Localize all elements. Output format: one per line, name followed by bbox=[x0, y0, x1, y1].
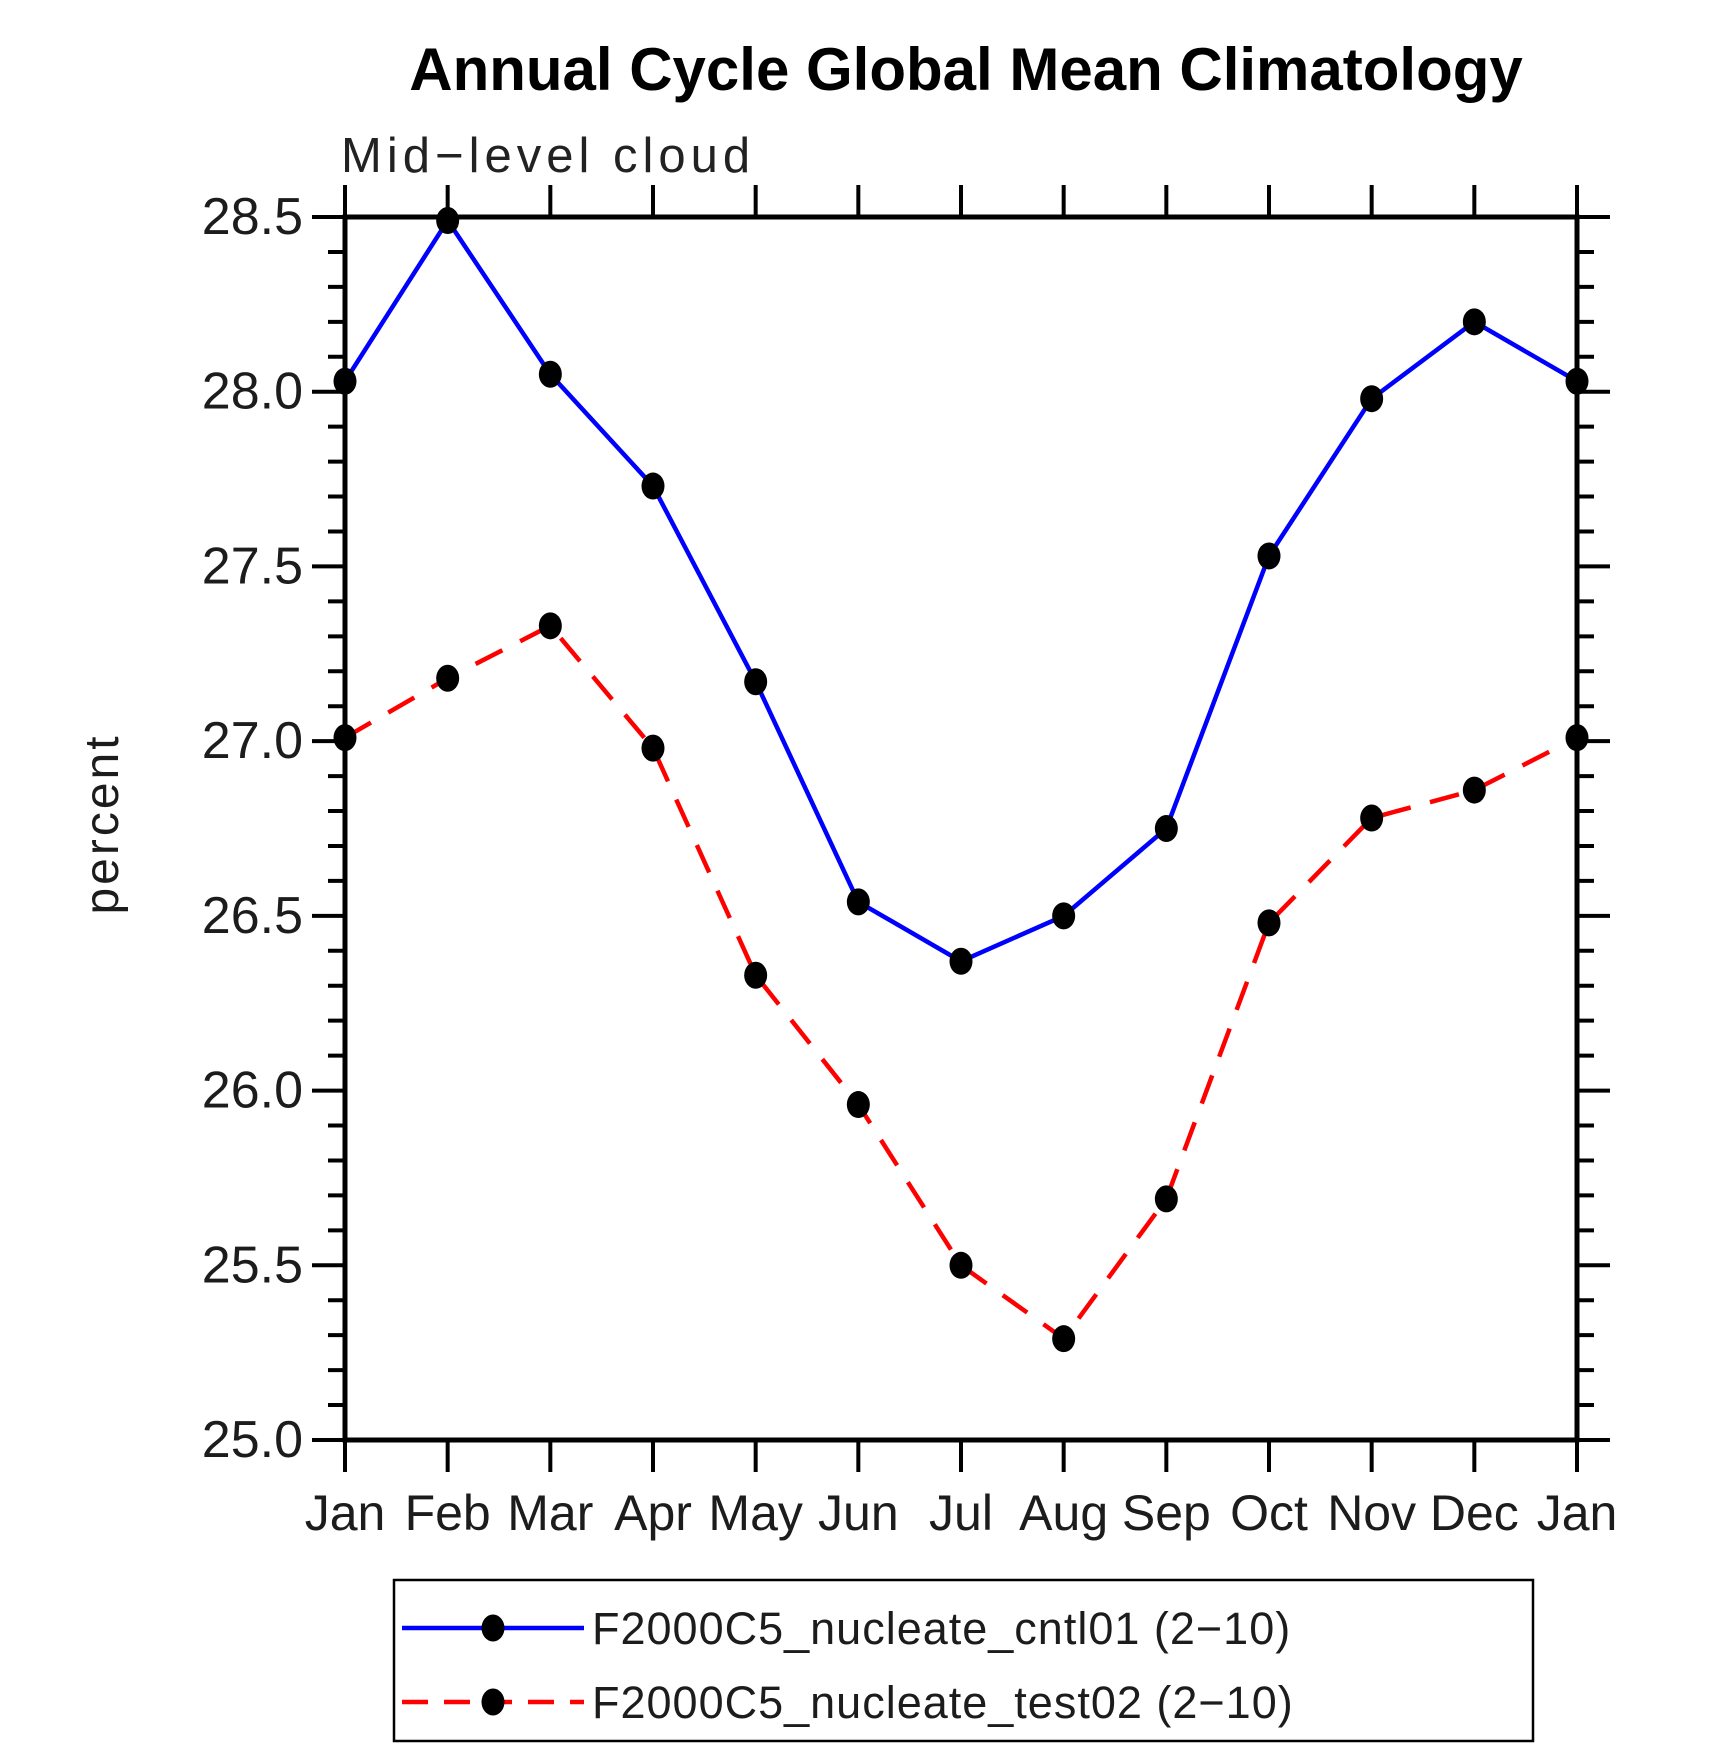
data-point bbox=[949, 1251, 973, 1279]
y-tick-label: 25.0 bbox=[202, 1411, 303, 1469]
x-tick-labels: Jan Feb Mar Apr May Jun Jul Aug Sep Oct Nov Dec Jan bbox=[305, 1485, 1618, 1541]
data-point bbox=[1052, 902, 1076, 930]
data-point bbox=[1565, 724, 1589, 752]
data-point bbox=[1052, 1325, 1076, 1353]
data-point bbox=[333, 367, 357, 395]
x-tick-label: May bbox=[708, 1485, 802, 1541]
series-line-0 bbox=[343, 216, 1579, 964]
legend-label-cntl01: F2000C5_nucleate_cntl01 (2−10) bbox=[592, 1603, 1291, 1654]
series-markers-1 bbox=[333, 612, 1589, 1353]
data-point bbox=[436, 206, 460, 234]
data-point bbox=[1462, 776, 1486, 804]
y-axis-label: percent bbox=[76, 733, 129, 914]
data-point bbox=[949, 947, 973, 975]
data-point bbox=[641, 472, 665, 500]
data-point bbox=[1154, 1185, 1178, 1213]
x-tick-label: Nov bbox=[1327, 1485, 1416, 1541]
y-ticks bbox=[312, 215, 1610, 1442]
chart-subtitle: Mid−level cloud bbox=[341, 129, 755, 183]
x-tick-label: Feb bbox=[405, 1485, 491, 1541]
y-tick-label: 28.0 bbox=[202, 363, 303, 421]
legend: F2000C5_nucleate_cntl01 (2−10) F2000C5_n… bbox=[392, 1578, 1535, 1743]
y-tick-labels: 25.0 25.5 26.0 26.5 27.0 27.5 28.0 28.5 bbox=[202, 188, 303, 1469]
legend-marker-dot bbox=[481, 1688, 505, 1716]
x-tick-label: Sep bbox=[1122, 1485, 1211, 1541]
data-point bbox=[333, 724, 357, 752]
x-tick-label: Dec bbox=[1430, 1485, 1519, 1541]
y-tick-label: 27.5 bbox=[202, 537, 303, 595]
x-ticks bbox=[343, 185, 1579, 1472]
data-point bbox=[538, 612, 562, 640]
series-layer bbox=[333, 206, 1589, 1353]
data-point bbox=[1360, 385, 1384, 413]
x-tick-label: Jul bbox=[929, 1485, 993, 1541]
data-point bbox=[1462, 308, 1486, 336]
data-point bbox=[1360, 804, 1384, 832]
series-markers-0 bbox=[333, 206, 1589, 975]
x-tick-label: Apr bbox=[614, 1485, 692, 1541]
data-point bbox=[1257, 542, 1281, 570]
x-tick-label: Oct bbox=[1230, 1485, 1308, 1541]
data-point bbox=[436, 664, 460, 692]
data-point bbox=[538, 360, 562, 388]
legend-entry-cntl01: F2000C5_nucleate_cntl01 (2−10) bbox=[402, 1603, 1291, 1654]
data-point bbox=[846, 1091, 870, 1119]
x-tick-label: Jan bbox=[1537, 1485, 1618, 1541]
legend-marker-dot bbox=[481, 1614, 505, 1642]
data-point bbox=[846, 888, 870, 916]
legend-entry-test02: F2000C5_nucleate_test02 (2−10) bbox=[402, 1677, 1294, 1728]
y-tick-label: 26.0 bbox=[202, 1062, 303, 1120]
y-tick-label: 28.5 bbox=[202, 188, 303, 246]
chart-title: Annual Cycle Global Mean Climatology bbox=[409, 36, 1523, 103]
y-tick-label: 27.0 bbox=[202, 712, 303, 770]
data-point bbox=[641, 734, 665, 762]
data-point bbox=[1565, 367, 1589, 395]
data-point bbox=[1257, 909, 1281, 937]
x-tick-label: Aug bbox=[1019, 1485, 1108, 1541]
data-point bbox=[1154, 815, 1178, 842]
x-tick-label: Jan bbox=[305, 1485, 386, 1541]
series-line-1 bbox=[343, 622, 1579, 1342]
data-point bbox=[744, 668, 768, 696]
legend-label-test02: F2000C5_nucleate_test02 (2−10) bbox=[592, 1677, 1294, 1728]
data-point bbox=[744, 961, 768, 989]
y-tick-label: 26.5 bbox=[202, 887, 303, 945]
x-tick-label: Mar bbox=[507, 1485, 593, 1541]
y-tick-label: 25.5 bbox=[202, 1236, 303, 1294]
x-tick-label: Jun bbox=[818, 1485, 899, 1541]
legend-box bbox=[392, 1578, 1535, 1743]
axes-layer: 25.0 25.5 26.0 26.5 27.0 27.5 28.0 28.5 Jan Feb Ma… bbox=[202, 185, 1618, 1541]
